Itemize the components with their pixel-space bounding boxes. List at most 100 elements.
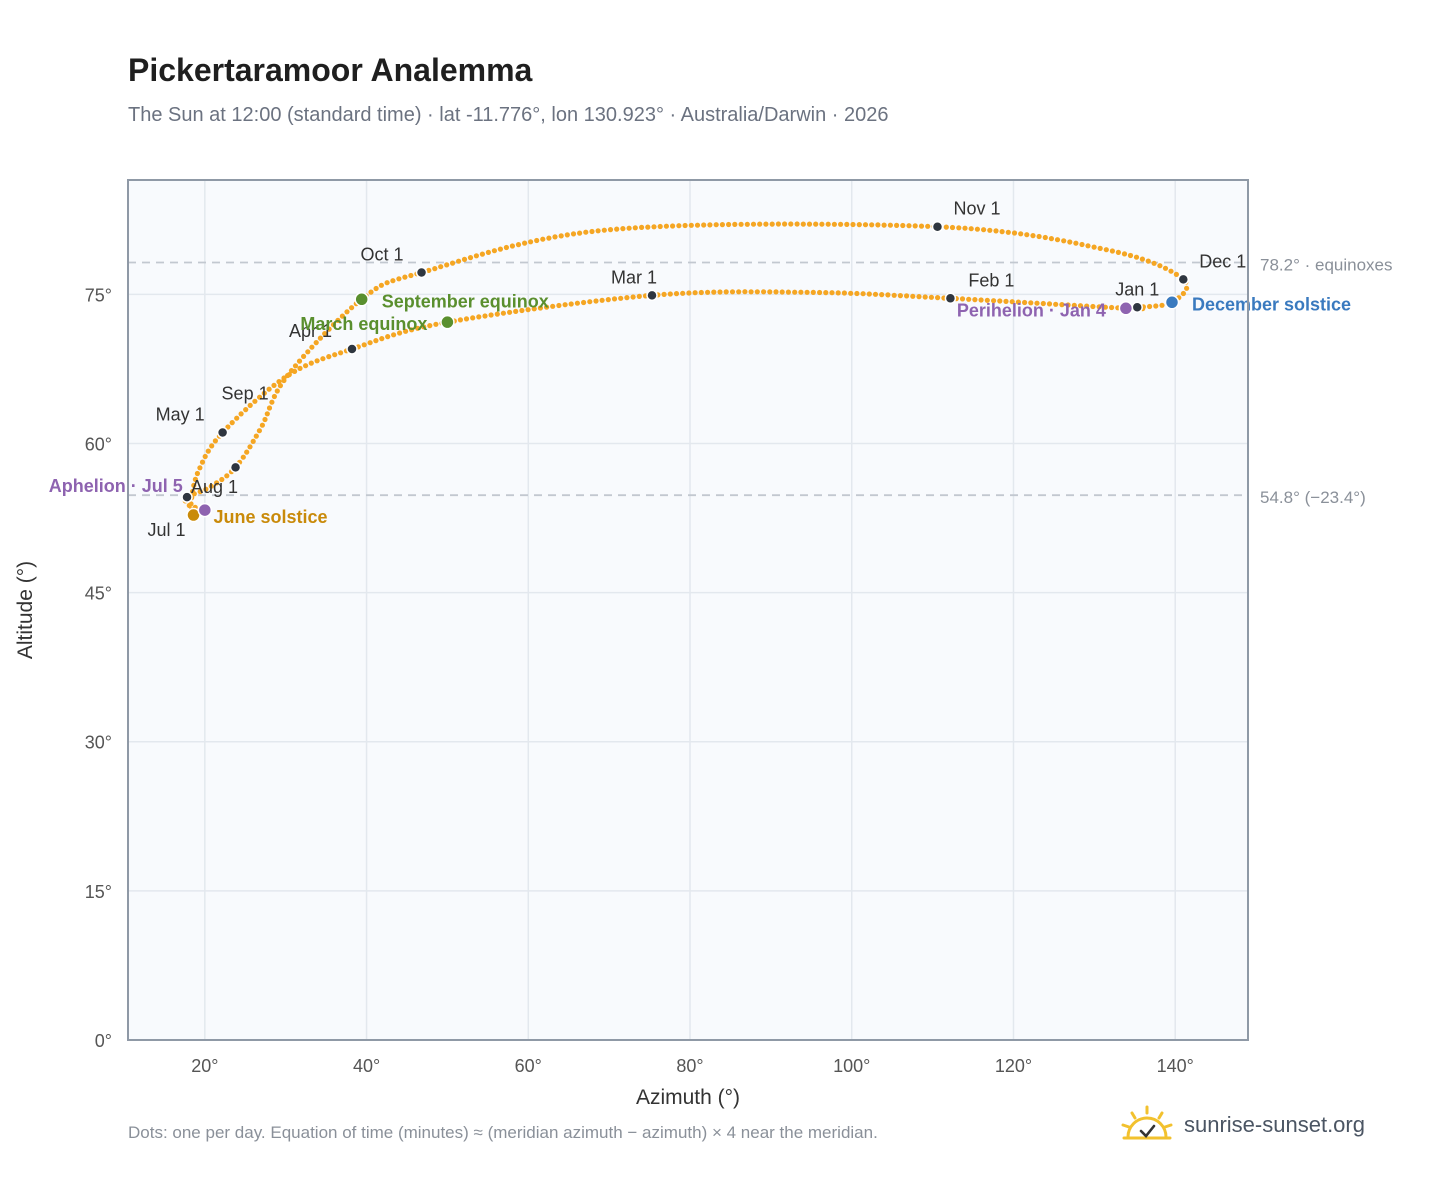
daily-dot <box>391 332 397 338</box>
daily-dot <box>491 248 497 254</box>
daily-dot <box>432 266 438 272</box>
daily-dot <box>1054 237 1061 243</box>
daily-dot <box>595 228 601 234</box>
daily-dot <box>1042 234 1048 241</box>
daily-dot <box>515 242 522 248</box>
daily-dot <box>1009 299 1015 305</box>
daily-dot <box>252 398 258 404</box>
month-marker <box>415 266 428 279</box>
daily-dot <box>773 289 779 295</box>
analemma-path <box>182 221 1190 519</box>
daily-dot <box>373 285 379 292</box>
daily-dot <box>296 358 303 364</box>
daily-dot <box>378 282 384 288</box>
month-marker-label: Jul 1 <box>147 520 185 540</box>
daily-dot <box>673 291 680 297</box>
month-marker-label: Jan 1 <box>1115 279 1159 299</box>
daily-dot <box>1030 233 1036 239</box>
daily-dot <box>885 292 891 298</box>
daily-dot <box>626 225 632 231</box>
daily-dot <box>1022 299 1028 306</box>
daily-dot <box>367 340 373 346</box>
daily-dot <box>767 289 773 295</box>
daily-dot <box>507 309 513 315</box>
daily-dot <box>972 297 978 303</box>
daily-dot <box>978 297 984 303</box>
daily-dot <box>494 311 500 317</box>
daily-dot <box>1109 248 1115 254</box>
daily-dot <box>792 289 798 295</box>
daily-dot <box>384 280 390 286</box>
daily-dot <box>848 290 854 296</box>
daily-dot <box>607 227 614 233</box>
month-marker <box>346 343 358 355</box>
daily-dot <box>326 326 332 332</box>
daily-dot <box>191 491 197 497</box>
daily-dot <box>271 382 277 388</box>
daily-dot <box>829 290 835 296</box>
y-tick-label: 60° <box>85 434 112 454</box>
daily-dot <box>788 221 794 227</box>
daily-dot <box>736 289 742 295</box>
daily-dot <box>426 267 432 273</box>
daily-dot <box>1103 247 1109 253</box>
daily-dot <box>473 253 479 259</box>
reference-lines: 78.2° · equinoxes 54.8° (−23.4°) <box>128 256 1393 507</box>
daily-dot <box>192 476 198 482</box>
daily-dot <box>881 222 887 228</box>
daily-dot <box>1157 263 1163 269</box>
daily-dot <box>1180 290 1186 297</box>
daily-dot <box>897 293 904 299</box>
daily-dot <box>308 360 314 366</box>
daily-dot <box>1073 240 1079 246</box>
daily-dot <box>966 296 972 302</box>
month-marker-label: Oct 1 <box>361 244 404 264</box>
month-marker-label: Aug 1 <box>191 477 238 497</box>
chart-footnote: Dots: one per day. Equation of time (min… <box>128 1123 878 1142</box>
daily-dot <box>856 222 862 228</box>
plot-frame <box>127 179 1249 1041</box>
daily-dot <box>285 372 291 379</box>
plot-background <box>128 180 1248 1040</box>
daily-dot <box>817 289 823 296</box>
daily-dot <box>984 297 990 303</box>
daily-dot <box>632 225 638 231</box>
daily-dot <box>461 256 468 262</box>
daily-dot <box>259 422 265 428</box>
daily-dot <box>247 444 253 450</box>
daily-dot <box>987 227 993 233</box>
daily-dot <box>785 289 792 295</box>
daily-dot <box>1127 252 1134 259</box>
daily-dot <box>503 244 509 251</box>
daily-dot <box>208 483 214 489</box>
month-marker <box>646 289 658 302</box>
daily-dot <box>667 291 673 297</box>
event-marker <box>440 314 455 330</box>
daily-dot <box>974 226 981 232</box>
daily-dot <box>243 407 249 413</box>
daily-dot <box>761 289 767 295</box>
daily-dot <box>611 296 618 302</box>
daily-dot <box>841 290 848 296</box>
daily-dot <box>240 454 246 460</box>
daily-dot <box>779 289 785 295</box>
daily-dot <box>1153 303 1159 309</box>
daily-dot <box>488 312 494 318</box>
event-label: Perihelion · Jan 4 <box>957 300 1106 320</box>
daily-dot <box>657 223 663 230</box>
daily-dot <box>531 306 537 312</box>
daily-dot <box>831 221 838 227</box>
daily-dot <box>614 226 620 232</box>
daily-dot <box>408 272 414 279</box>
daily-dot <box>390 278 396 284</box>
daily-dot <box>269 399 275 405</box>
daily-dot <box>537 305 544 311</box>
daily-dot <box>552 234 558 240</box>
daily-dot <box>1121 251 1128 257</box>
daily-dot <box>682 222 688 229</box>
daily-dot <box>1173 271 1179 277</box>
daily-dot <box>1084 303 1090 309</box>
daily-dot <box>981 227 987 233</box>
axes: 20° 40° 60° 80° 100° 120° 140° 0° 15° 30° 45° 60° 75… <box>14 179 1249 1109</box>
